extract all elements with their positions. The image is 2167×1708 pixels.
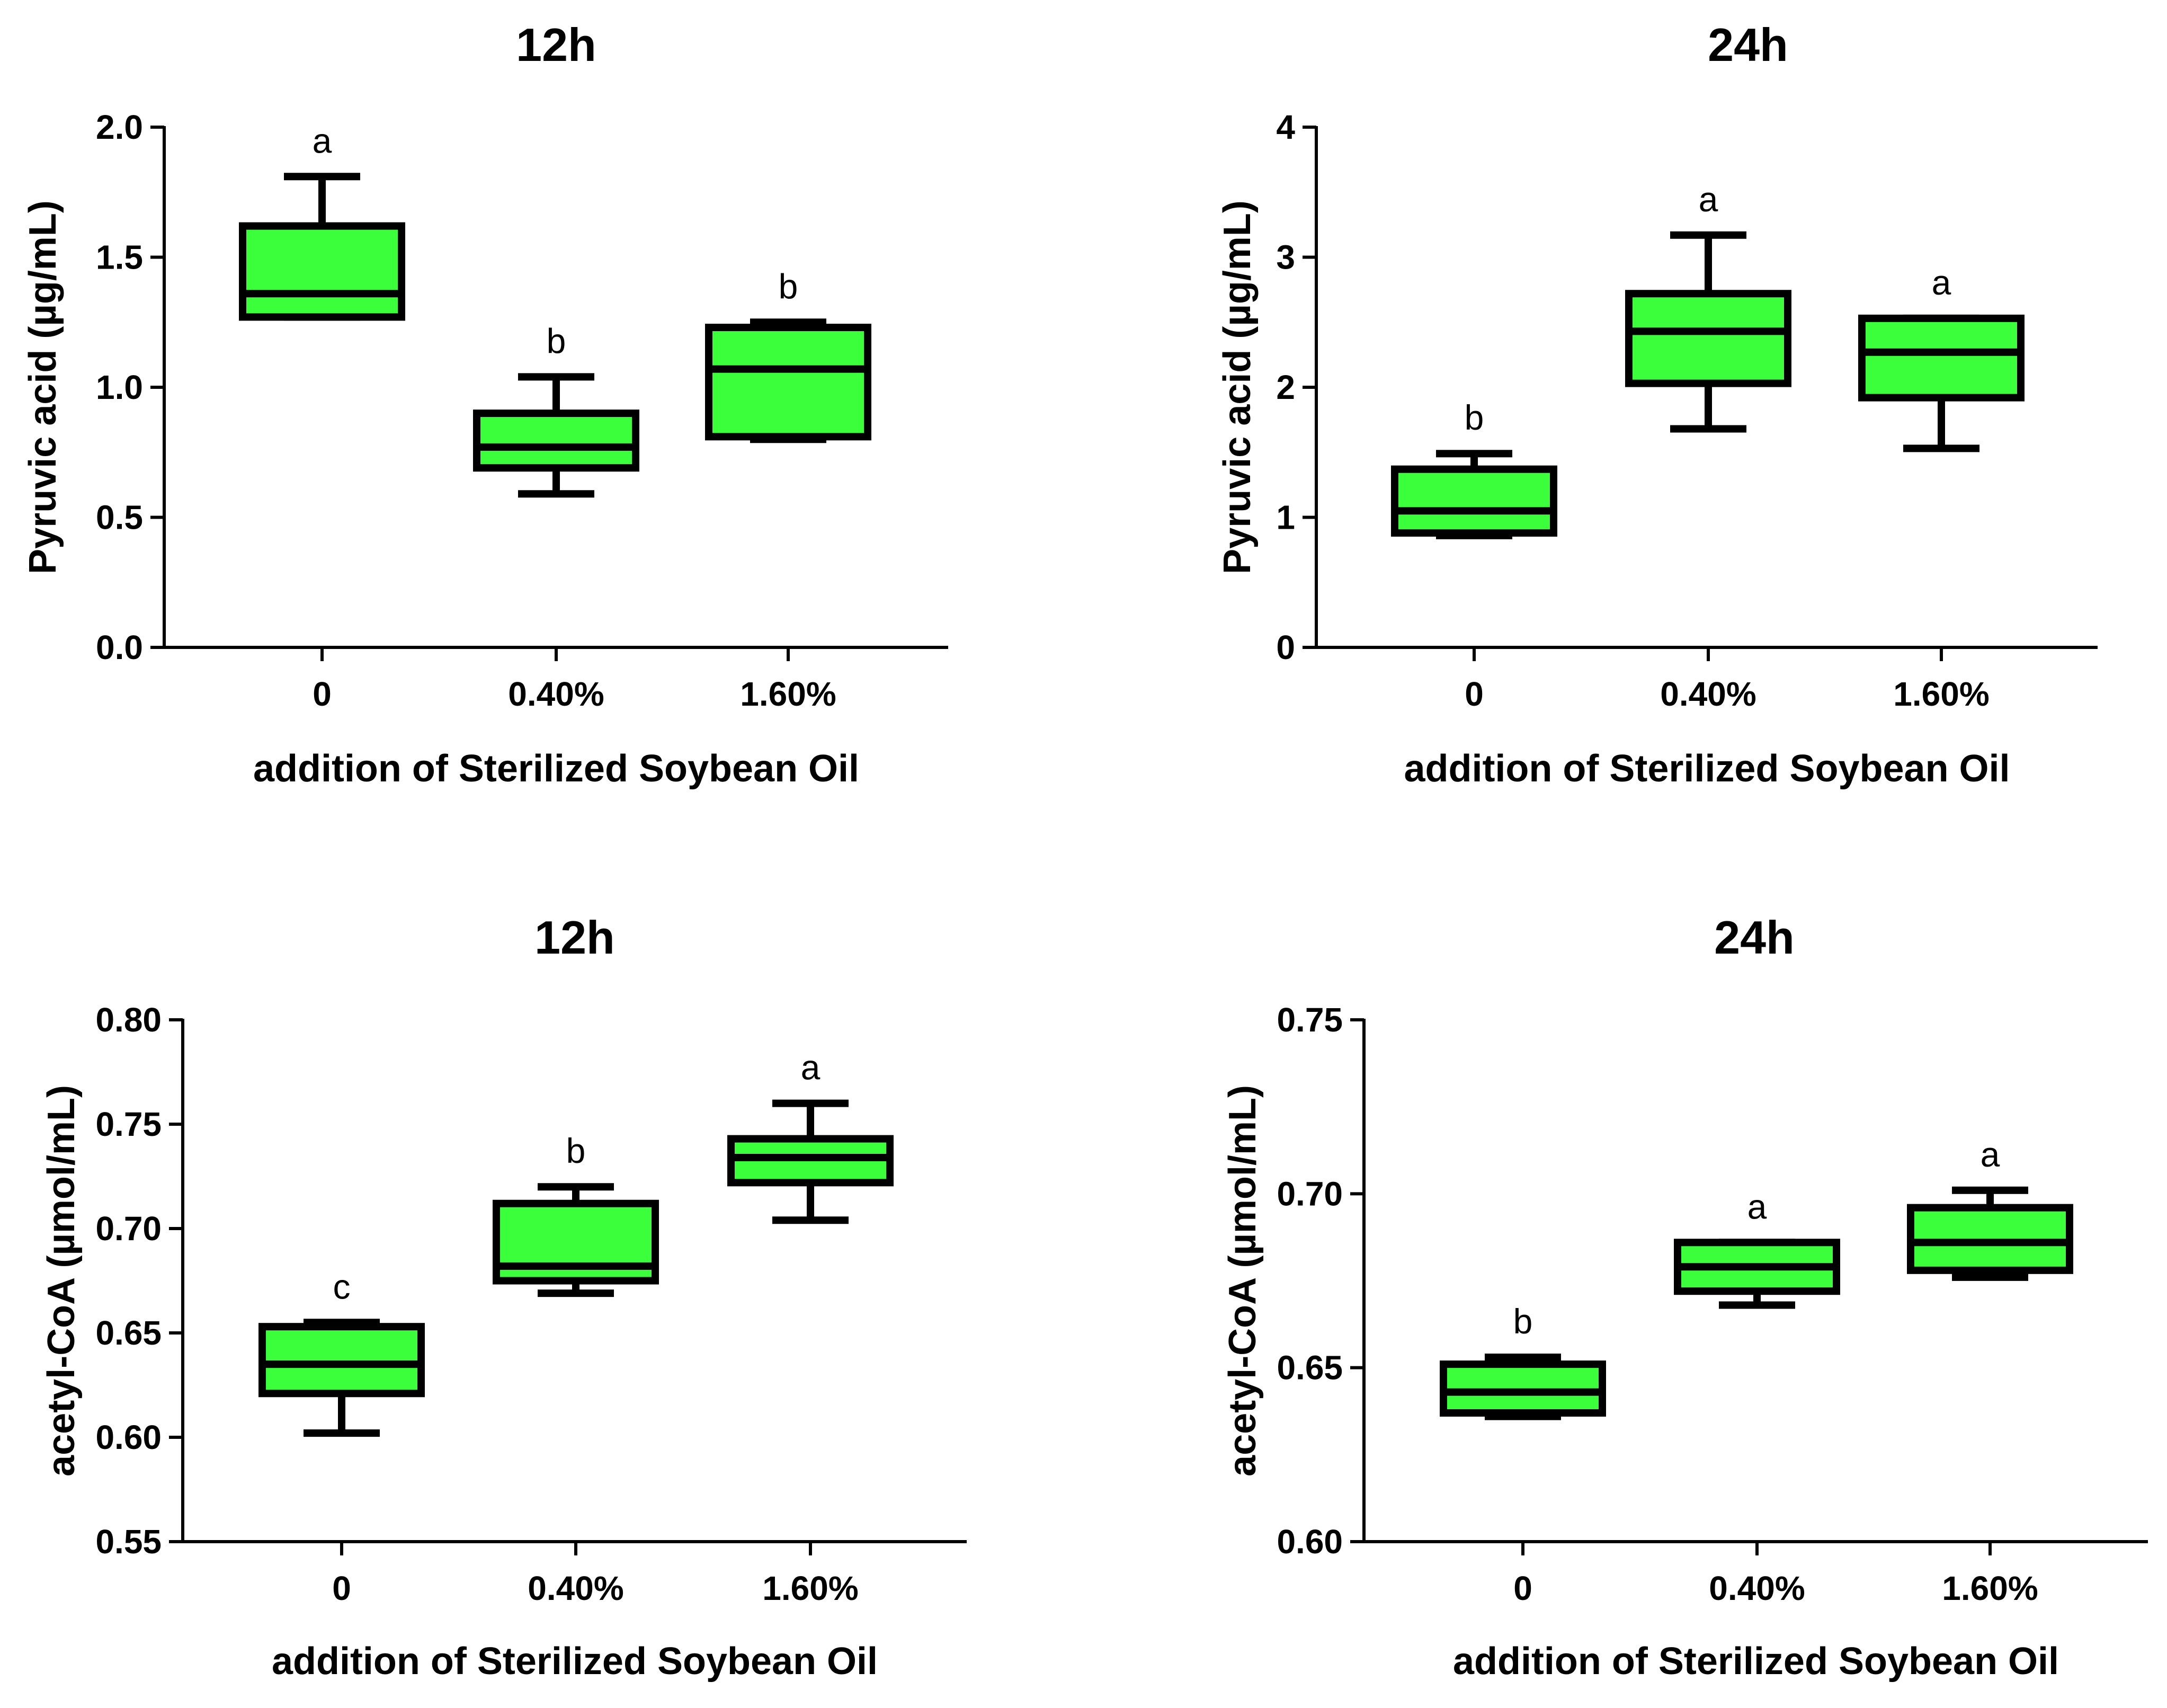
significance-letter: b [779,266,798,306]
y-tick-label: 0 [1276,628,1295,666]
y-tick-label: 0.70 [1277,1175,1343,1213]
box-iqr [705,324,871,441]
y-axis-label: acetyl-CoA (µmol/mL) [40,1085,83,1476]
box-plot-0: b [1440,1302,1606,1420]
y-tick-label: 0.60 [95,1418,162,1456]
y-tick-label: 1.0 [96,368,143,406]
chart-title: 24h [1708,19,1788,71]
box-plot-0: a [239,121,405,321]
x-tick-label: 1.60% [740,675,836,713]
box-plot-2: a [1907,1135,2073,1281]
x-axis-label: addition of Sterilized Soybean Oil [253,748,859,790]
y-axis-label: Pyruvic acid (µg/mL) [22,200,64,574]
box-iqr [1858,314,2025,402]
panel-acetylcoa-24h: 0.60 0.65 0.70 0.75 0 0.40% 1.60% 24h addition o… [1221,911,2148,1683]
significance-letter: a [1747,1187,1767,1226]
y-tick-label: 0.80 [95,1001,162,1039]
box-iqr [1625,290,1791,387]
x-tick-label: 1.60% [1893,675,1989,713]
significance-letter: c [333,1267,351,1306]
significance-letter: b [1513,1302,1533,1341]
box-plot-0: b [1391,398,1557,539]
y-tick-label: 2 [1276,368,1295,406]
box-iqr [473,410,639,472]
y-tick-label: 1.5 [96,238,143,277]
box-iqr [1391,465,1557,537]
x-tick-label: 0 [1465,675,1484,713]
box-plot-2: a [727,1048,894,1224]
box-plot-1: a [1625,180,1791,433]
significance-letter: a [1981,1135,2000,1174]
y-tick-label: 0.0 [96,628,143,666]
x-tick-label: 1.60% [762,1569,858,1607]
significance-letter: a [801,1048,821,1087]
significance-letter: b [566,1131,586,1170]
x-axis-label: addition of Sterilized Soybean Oil [1404,748,2010,790]
y-tick-label: 0.55 [95,1523,162,1561]
x-axis-label: addition of Sterilized Soybean Oil [272,1640,878,1683]
panel-pyruvic-24h: 0 1 2 3 4 0 0.40% 1.60% 24h addition of Sterilize… [1216,19,2098,790]
chart-title: 24h [1714,911,1795,964]
chart-title: 12h [516,19,596,71]
box-plot-1: a [1674,1187,1840,1309]
y-tick-label: 1 [1276,499,1295,537]
box-plot-2: a [1858,263,2025,452]
y-tick-label: 3 [1276,238,1295,277]
x-tick-label: 0 [332,1569,351,1607]
significance-letter: a [1699,180,1718,219]
y-tick-label: 0.75 [95,1105,162,1143]
box-plot-1: b [473,321,639,498]
y-tick-label: 2.0 [96,108,143,146]
chart-title: 12h [534,911,615,964]
box-plot-0: c [258,1267,425,1437]
box-plot-2: b [705,266,871,443]
y-tick-label: 0.60 [1277,1523,1343,1561]
x-tick-label: 0.40% [1660,675,1756,713]
panel-pyruvic-12h: 0.0 0.5 1.0 1.5 2.0 0 0.40% 1.60% 12h addition of… [22,19,948,790]
significance-letter: b [547,321,566,360]
significance-letter: b [1465,398,1484,437]
y-axis-label: Pyruvic acid (µg/mL) [1216,200,1259,574]
box-plot-1: b [493,1131,659,1297]
x-tick-label: 0 [1513,1569,1532,1607]
y-tick-label: 0.70 [95,1209,162,1248]
x-tick-label: 0.40% [1709,1569,1805,1607]
y-tick-label: 0.75 [1277,1001,1343,1039]
y-tick-label: 4 [1276,108,1295,146]
x-tick-label: 1.60% [1942,1569,2038,1607]
x-tick-label: 0.40% [508,675,604,713]
box-iqr [258,1323,425,1398]
y-axis-label: acetyl-CoA (µmol/mL) [1221,1085,1264,1476]
panel-acetylcoa-12h: 0.55 0.60 0.65 0.70 0.75 0.80 0 0.40% 1.60% 12h ad… [40,911,967,1683]
y-tick-label: 0.65 [95,1314,162,1352]
x-tick-label: 0 [313,675,332,713]
box-iqr [239,222,405,321]
significance-letter: a [1932,263,1951,302]
significance-letter: a [313,121,332,160]
y-tick-label: 0.65 [1277,1349,1343,1387]
x-tick-label: 0.40% [528,1569,623,1607]
x-axis-label: addition of Sterilized Soybean Oil [1453,1640,2059,1683]
y-tick-label: 0.5 [96,499,143,537]
